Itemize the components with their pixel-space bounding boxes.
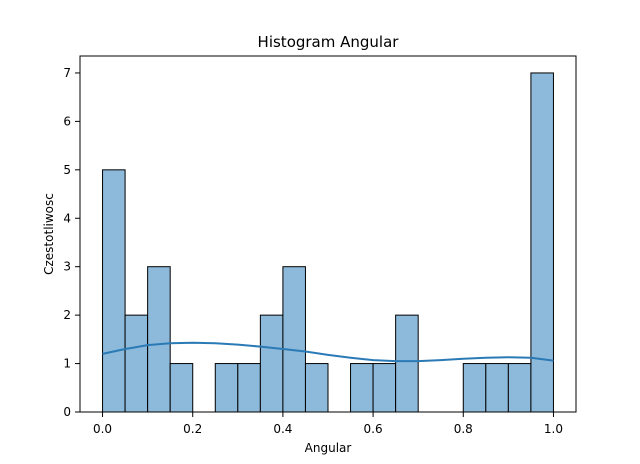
histogram-bar	[350, 363, 374, 413]
y-tick-label: 1	[63, 357, 71, 371]
y-axis-label: Czestotliwosc	[42, 193, 56, 275]
x-tick-label: 0.4	[273, 422, 292, 436]
x-tick-label: 0.8	[454, 422, 473, 436]
x-tick-label: 0.6	[364, 422, 383, 436]
histogram-bar	[372, 363, 397, 413]
histogram-bar	[214, 363, 239, 413]
x-tick-label: 1.0	[544, 422, 563, 436]
y-tick-label: 4	[63, 211, 71, 225]
y-tick-label: 6	[63, 114, 71, 128]
x-tick-label: 0.0	[93, 422, 112, 436]
histogram-bar	[507, 363, 532, 413]
histogram-bar	[259, 314, 284, 413]
histogram-bar	[169, 363, 194, 413]
plot-frame	[79, 55, 577, 413]
histogram-bar	[102, 169, 126, 413]
histogram-bar	[462, 363, 487, 413]
histogram-bar	[237, 363, 261, 413]
histogram-bar	[124, 314, 149, 413]
y-axis-ticks: 0 1 2 3 4 5 6 7	[63, 66, 80, 419]
y-tick-label: 2	[63, 308, 71, 322]
x-axis-ticks: 0.0 0.2 0.4 0.6 0.8 1.0	[93, 412, 563, 436]
y-tick-label: 7	[63, 66, 71, 80]
histogram-bar	[304, 363, 329, 413]
x-axis-label: Angular	[305, 441, 352, 455]
kde-line	[102, 341, 554, 363]
histogram-bar	[395, 314, 419, 413]
bars-layer	[102, 72, 554, 413]
chart-title: Histogram Angular	[258, 33, 400, 51]
histogram-bar	[485, 363, 509, 413]
histogram-bar	[147, 266, 171, 413]
y-tick-label: 5	[63, 163, 71, 177]
x-tick-label: 0.2	[183, 422, 202, 436]
histogram-bar	[282, 266, 306, 413]
y-tick-label: 3	[63, 260, 71, 274]
y-tick-label: 0	[63, 405, 71, 419]
